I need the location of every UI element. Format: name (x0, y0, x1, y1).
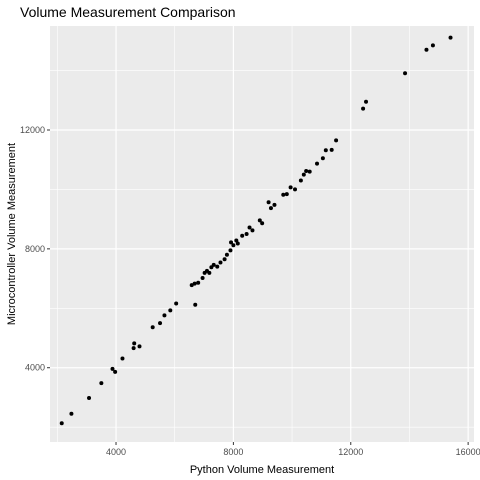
data-point (150, 325, 155, 330)
data-point (266, 200, 271, 205)
x-tick-label: 16000 (456, 447, 480, 457)
chart-title: Volume Measurement Comparison (20, 4, 236, 20)
data-point (229, 240, 234, 245)
data-point (424, 47, 429, 52)
data-point (215, 264, 220, 269)
y-tick-label: 4000 (25, 363, 45, 373)
data-point (430, 43, 435, 48)
data-point (448, 35, 453, 40)
y-axis-title: Microcontroller Volume Measurement (6, 143, 18, 325)
data-point (168, 308, 173, 313)
y-tick-label: 12000 (20, 125, 45, 135)
major-grid (50, 26, 474, 442)
x-axis-title: Python Volume Measurement (190, 464, 334, 476)
x-tick-label: 8000 (223, 447, 243, 457)
data-point (69, 411, 74, 416)
data-point (320, 156, 325, 161)
data-point (87, 396, 92, 401)
x-tick-label: 4000 (106, 447, 126, 457)
data-point (162, 313, 167, 318)
data-point (235, 241, 240, 246)
data-point (304, 169, 309, 174)
data-point (260, 221, 265, 226)
data-point (281, 192, 286, 197)
data-point (323, 148, 328, 153)
data-point (403, 71, 408, 76)
data-point (250, 228, 255, 233)
minor-grid (50, 26, 474, 442)
data-point (247, 225, 252, 230)
data-point (298, 178, 303, 183)
data-point (132, 341, 137, 346)
data-point (293, 187, 298, 192)
data-point (211, 262, 216, 267)
data-point (113, 369, 118, 374)
data-point (284, 192, 289, 197)
data-point (361, 106, 366, 111)
plot-panel (50, 26, 474, 442)
data-point (131, 346, 136, 351)
x-tick-label: 12000 (338, 447, 363, 457)
data-point (137, 344, 142, 349)
data-point (228, 248, 233, 253)
data-point (307, 169, 312, 174)
data-point (218, 260, 223, 265)
data-point (200, 275, 205, 280)
y-axis: 4000 8000 12000 (20, 125, 50, 373)
data-point (222, 257, 227, 262)
data-point (99, 381, 104, 386)
x-axis: 4000 8000 12000 16000 (106, 442, 480, 457)
data-point (315, 161, 320, 166)
data-point (224, 252, 229, 257)
data-point (59, 421, 64, 426)
data-point (110, 366, 115, 371)
data-point (288, 185, 293, 190)
data-point (240, 233, 245, 238)
data-point (120, 356, 125, 361)
data-point (364, 99, 369, 104)
data-point (193, 302, 198, 307)
data-point (158, 321, 163, 326)
data-point (231, 243, 236, 248)
data-points (59, 35, 453, 426)
data-point (268, 206, 273, 211)
data-point (234, 238, 239, 243)
data-point (334, 138, 339, 143)
data-point (301, 172, 306, 177)
data-point (272, 202, 277, 207)
data-point (207, 270, 212, 275)
data-point (329, 147, 334, 152)
data-point (244, 232, 249, 236)
data-point (257, 218, 262, 223)
y-tick-label: 8000 (25, 244, 45, 254)
data-point (192, 281, 197, 286)
data-point (174, 301, 179, 306)
data-point (196, 280, 201, 285)
